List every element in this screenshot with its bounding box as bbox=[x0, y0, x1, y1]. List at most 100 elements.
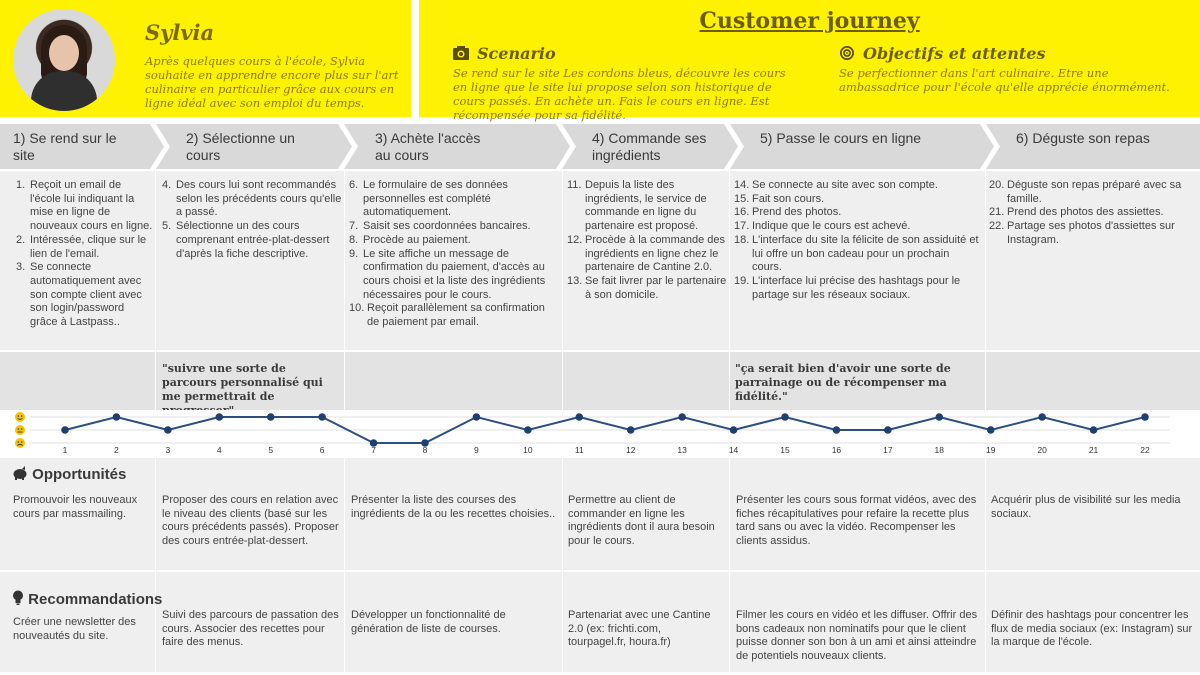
steps-bar: 1) Se rend sur le site 2) Sélectionne un… bbox=[0, 124, 1200, 169]
action-item: 19. L'interface lui précise des hashtags … bbox=[734, 275, 982, 302]
action-number: 19. bbox=[734, 274, 750, 287]
step-2-label: 2) Sélectionne un cours bbox=[186, 130, 295, 163]
emotion-point bbox=[575, 413, 584, 421]
x-tick-label: 17 bbox=[883, 445, 893, 455]
lightbulb-icon bbox=[13, 590, 23, 605]
x-tick-label: 7 bbox=[371, 445, 376, 455]
action-text: Reçoit un email de l'école lui indiquant… bbox=[30, 179, 153, 233]
recommendation-step-4: Partenariat avec une Cantine 2.0 (ex: fr… bbox=[568, 609, 711, 649]
actions-row: 1. Reçoit un email de l'école lui indiqua… bbox=[0, 171, 1200, 350]
scenario-text: Se rend sur le site Les cordons bleus, d… bbox=[453, 66, 786, 122]
emotion-point bbox=[524, 426, 532, 434]
actions-step-1: 1. Reçoit un email de l'école lui indiqua… bbox=[16, 179, 154, 330]
quotes-row: "suivre une sorte de parcours personnali… bbox=[0, 352, 1200, 417]
action-number: 11. bbox=[567, 179, 582, 191]
scenario-title: Scenario bbox=[477, 44, 556, 63]
action-text: Reçoit parallèlement sa confirmation de … bbox=[367, 302, 545, 329]
opportunity-step-3: Présenter la liste des courses des ingré… bbox=[351, 494, 556, 520]
action-text: Saisit ses coordonnées bancaires. bbox=[363, 220, 531, 233]
recommendation-step-2: Suivi des parcours de passation des cour… bbox=[162, 609, 339, 649]
objectives-heading: Objectifs et attentes bbox=[839, 44, 1045, 63]
actions-step-6: 20. Déguste son repas préparé avec sa fam… bbox=[989, 179, 1194, 248]
smiley-happy-icon bbox=[15, 412, 25, 422]
emotion-point bbox=[1089, 426, 1098, 434]
journey-header: Customer journey Scenario Se rend sur le… bbox=[419, 0, 1200, 122]
emotion-point bbox=[626, 426, 635, 434]
step-4-label: 4) Commande ses ingrédients bbox=[592, 130, 707, 163]
scenario-heading: Scenario bbox=[453, 44, 556, 63]
action-text: Prend des photos des assiettes. bbox=[1007, 206, 1164, 219]
emotion-chart: 1 2 3 4 5 6 7 8 9 10 11 12 13 14 15 16 17 18 19 20 21 22 bbox=[0, 410, 1200, 455]
emotion-point bbox=[678, 413, 686, 421]
x-tick-label: 12 bbox=[626, 445, 636, 455]
action-text: Se fait livrer par le partenaire à son d… bbox=[585, 274, 727, 301]
action-item: 14. Se connecte au site avec son compte. bbox=[734, 179, 982, 193]
action-number: 2. bbox=[16, 233, 26, 246]
emotion-point bbox=[986, 426, 995, 434]
emotion-point bbox=[1141, 413, 1149, 421]
action-number: 17. bbox=[734, 220, 750, 233]
action-number: 22. bbox=[989, 220, 1005, 233]
persona-panel: Sylvia Après quelques cours à l'école, S… bbox=[0, 0, 411, 117]
action-item: 17. Indique que le cours est achevé. bbox=[734, 220, 982, 234]
action-number: 15. bbox=[734, 192, 750, 205]
emotion-point bbox=[369, 439, 378, 447]
chevron-right-icon bbox=[724, 124, 744, 169]
action-text: Se connecte au site avec son compte. bbox=[752, 179, 938, 191]
x-tick-label: 4 bbox=[217, 445, 222, 455]
emotion-series-line bbox=[64, 415, 1146, 444]
x-tick-label: 6 bbox=[320, 445, 325, 455]
action-text: Procède au paiement. bbox=[363, 233, 471, 246]
x-tick-label: 10 bbox=[523, 445, 533, 455]
action-number: 7. bbox=[349, 220, 359, 233]
action-item: 8. Procède au paiement. bbox=[349, 234, 559, 248]
action-number: 21. bbox=[989, 206, 1005, 219]
action-text: Des cours lui sont recommandés selon les… bbox=[176, 179, 342, 219]
recommendation-step-3: Développer un fonctionnalité de générati… bbox=[351, 609, 506, 635]
action-number: 4. bbox=[162, 179, 172, 191]
action-text: Se connecte automatiquement avec son com… bbox=[30, 261, 142, 329]
emotion-point bbox=[884, 426, 892, 434]
opportunities-row: Opportunités Promouvoir les nouveaux cou… bbox=[0, 458, 1200, 570]
action-text: Sélectionne un des cours comprenant entr… bbox=[176, 220, 330, 260]
emotion-point bbox=[318, 413, 326, 421]
chevron-right-icon bbox=[150, 124, 170, 169]
objectives-text: Se perfectionner dans l'art culinaire. E… bbox=[839, 66, 1170, 94]
recommendations-row: Recommandations Créer une newsletter des… bbox=[0, 572, 1200, 672]
action-text: Indique que le cours est achevé. bbox=[752, 220, 911, 233]
emotion-point bbox=[215, 413, 224, 421]
action-text: Depuis la liste des ingrédients, le serv… bbox=[585, 179, 707, 233]
action-number: 13. bbox=[567, 274, 583, 287]
emotion-point bbox=[164, 426, 172, 434]
action-text: Intéressée, clique sur le lien de l'emai… bbox=[30, 233, 147, 260]
x-tick-label: 21 bbox=[1089, 445, 1099, 455]
piggy-bank-icon bbox=[13, 466, 27, 480]
persona-description: Après quelques cours à l'école, Sylvia s… bbox=[145, 54, 399, 110]
x-tick-label: 8 bbox=[423, 445, 428, 455]
recommendations-heading: Recommandations bbox=[12, 590, 162, 608]
action-number: 16. bbox=[734, 206, 750, 219]
action-item: 15. Fait son cours. bbox=[734, 193, 982, 207]
emotion-point bbox=[112, 413, 121, 421]
action-item: 18. L'interface du site la félicite de so… bbox=[734, 234, 982, 275]
emotion-point bbox=[266, 413, 275, 421]
action-text: Déguste son repas préparé avec sa famill… bbox=[1007, 179, 1182, 205]
action-number: 12. bbox=[567, 233, 583, 246]
action-item: 1. Reçoit un email de l'école lui indiqua… bbox=[16, 179, 154, 234]
emotion-point bbox=[1038, 413, 1046, 421]
action-item: 10. Reçoit parallèlement sa confirmation … bbox=[349, 302, 559, 329]
emotion-point bbox=[61, 426, 69, 434]
action-item: 21. Prend des photos des assiettes. bbox=[989, 206, 1194, 220]
actions-step-5: 14. Se connecte au site avec son compte. 1… bbox=[734, 179, 982, 302]
x-tick-label: 20 bbox=[1037, 445, 1047, 455]
action-item: 20. Déguste son repas préparé avec sa fam… bbox=[989, 179, 1194, 206]
action-text: Fait son cours. bbox=[752, 192, 825, 205]
action-number: 6. bbox=[349, 179, 359, 191]
x-tick-label: 15 bbox=[780, 445, 790, 455]
action-number: 8. bbox=[349, 233, 359, 246]
action-item: 13. Se fait livrer par le partenaire à so… bbox=[567, 275, 727, 302]
opportunity-step-2: Proposer des cours en relation avec le n… bbox=[162, 494, 339, 548]
opportunities-heading: Opportunités bbox=[12, 466, 126, 483]
chevron-right-icon bbox=[556, 124, 576, 169]
action-number: 18. bbox=[734, 233, 750, 246]
